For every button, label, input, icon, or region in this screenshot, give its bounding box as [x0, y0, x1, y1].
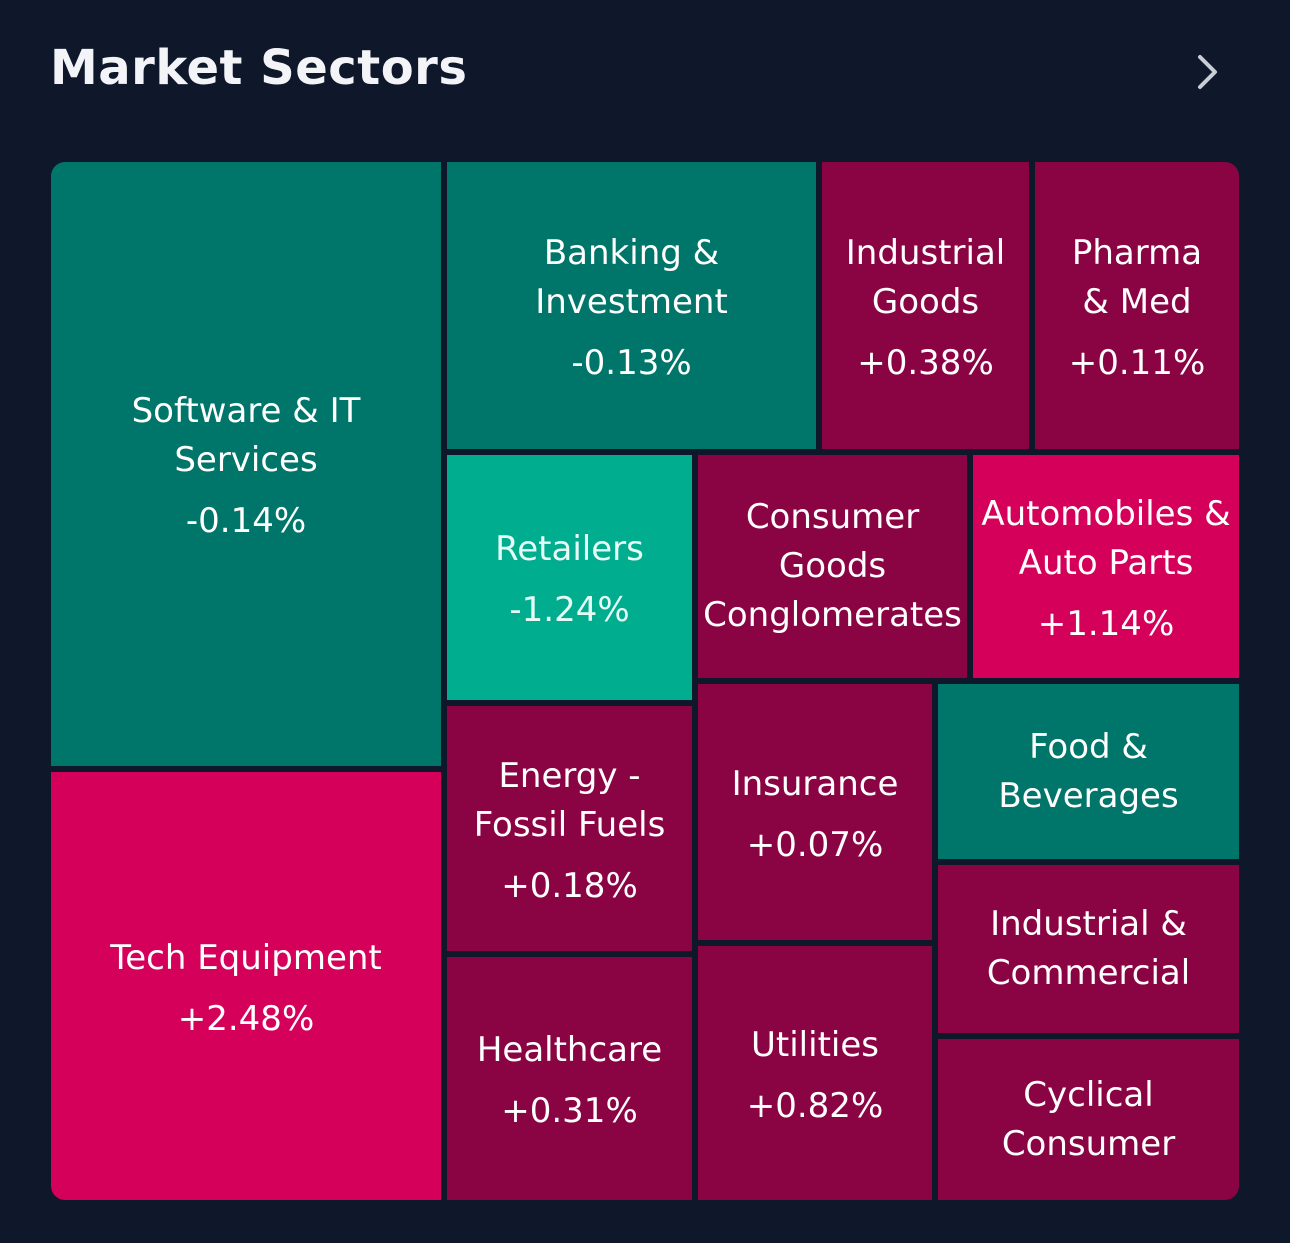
sector-treemap: Software & IT Services -0.14% Banking & … — [51, 162, 1239, 1200]
tile-change: +0.18% — [501, 865, 638, 906]
tile-cyclical-consumer[interactable]: Cyclical Consumer — [938, 1039, 1239, 1200]
tile-name: Pharma & Med — [1071, 232, 1203, 322]
chevron-right-icon[interactable] — [1186, 50, 1230, 94]
tile-consumer-goods-conglomerates[interactable]: Consumer Goods Conglomerates — [698, 455, 967, 678]
tile-change: +0.31% — [501, 1091, 638, 1131]
tile-insurance[interactable]: Insurance +0.07% — [698, 684, 932, 940]
tile-change: -1.24% — [509, 590, 630, 630]
tile-change: +2.48% — [177, 998, 315, 1039]
tile-change: +1.14% — [1037, 603, 1175, 644]
tile-name: Cyclical Consumer — [1001, 1074, 1176, 1164]
tile-automobiles-auto-parts[interactable]: Automobiles & Auto Parts +1.14% — [973, 455, 1239, 678]
tile-name: Insurance — [731, 763, 899, 804]
tile-food-beverages[interactable]: Food & Beverages — [938, 684, 1239, 859]
tile-healthcare[interactable]: Healthcare +0.31% — [447, 957, 692, 1200]
tile-name: Industrial & Commercial — [986, 904, 1191, 993]
tile-software-it-services[interactable]: Software & IT Services -0.14% — [51, 162, 441, 766]
tile-retailers[interactable]: Retailers -1.24% — [447, 455, 692, 700]
tile-change: +0.82% — [746, 1085, 884, 1126]
tile-name: Utilities — [751, 1024, 879, 1065]
tile-name: Software & IT Services — [131, 391, 361, 480]
tile-industrial-goods[interactable]: Industrial Goods +0.38% — [822, 162, 1029, 449]
tile-change: +0.11% — [1068, 342, 1206, 383]
tile-energy-fossil-fuels[interactable]: Energy - Fossil Fuels +0.18% — [447, 706, 692, 951]
tile-name: Industrial Goods — [845, 232, 1006, 322]
tile-name: Food & Beverages — [998, 726, 1179, 816]
page-title: Market Sectors — [50, 40, 468, 96]
tile-tech-equipment[interactable]: Tech Equipment +2.48% — [51, 772, 441, 1200]
tile-utilities[interactable]: Utilities +0.82% — [698, 946, 932, 1200]
tile-banking-investment[interactable]: Banking & Investment -0.13% — [447, 162, 816, 449]
tile-change: -0.14% — [185, 501, 307, 541]
tile-industrial-commercial[interactable]: Industrial & Commercial — [938, 865, 1239, 1033]
tile-change: +0.38% — [857, 342, 994, 383]
tile-name: Healthcare — [476, 1030, 663, 1070]
tile-change: -0.13% — [571, 342, 692, 383]
tile-change: +0.07% — [746, 824, 884, 865]
tile-name: Energy - Fossil Fuels — [473, 755, 666, 845]
tile-name: Tech Equipment — [110, 937, 382, 978]
tile-name: Automobiles & Auto Parts — [981, 493, 1231, 583]
tile-name: Consumer Goods Conglomerates — [703, 497, 962, 635]
tile-name: Retailers — [495, 529, 644, 569]
tile-name: Banking & Investment — [535, 232, 728, 322]
tile-pharma-med[interactable]: Pharma & Med +0.11% — [1035, 162, 1239, 449]
